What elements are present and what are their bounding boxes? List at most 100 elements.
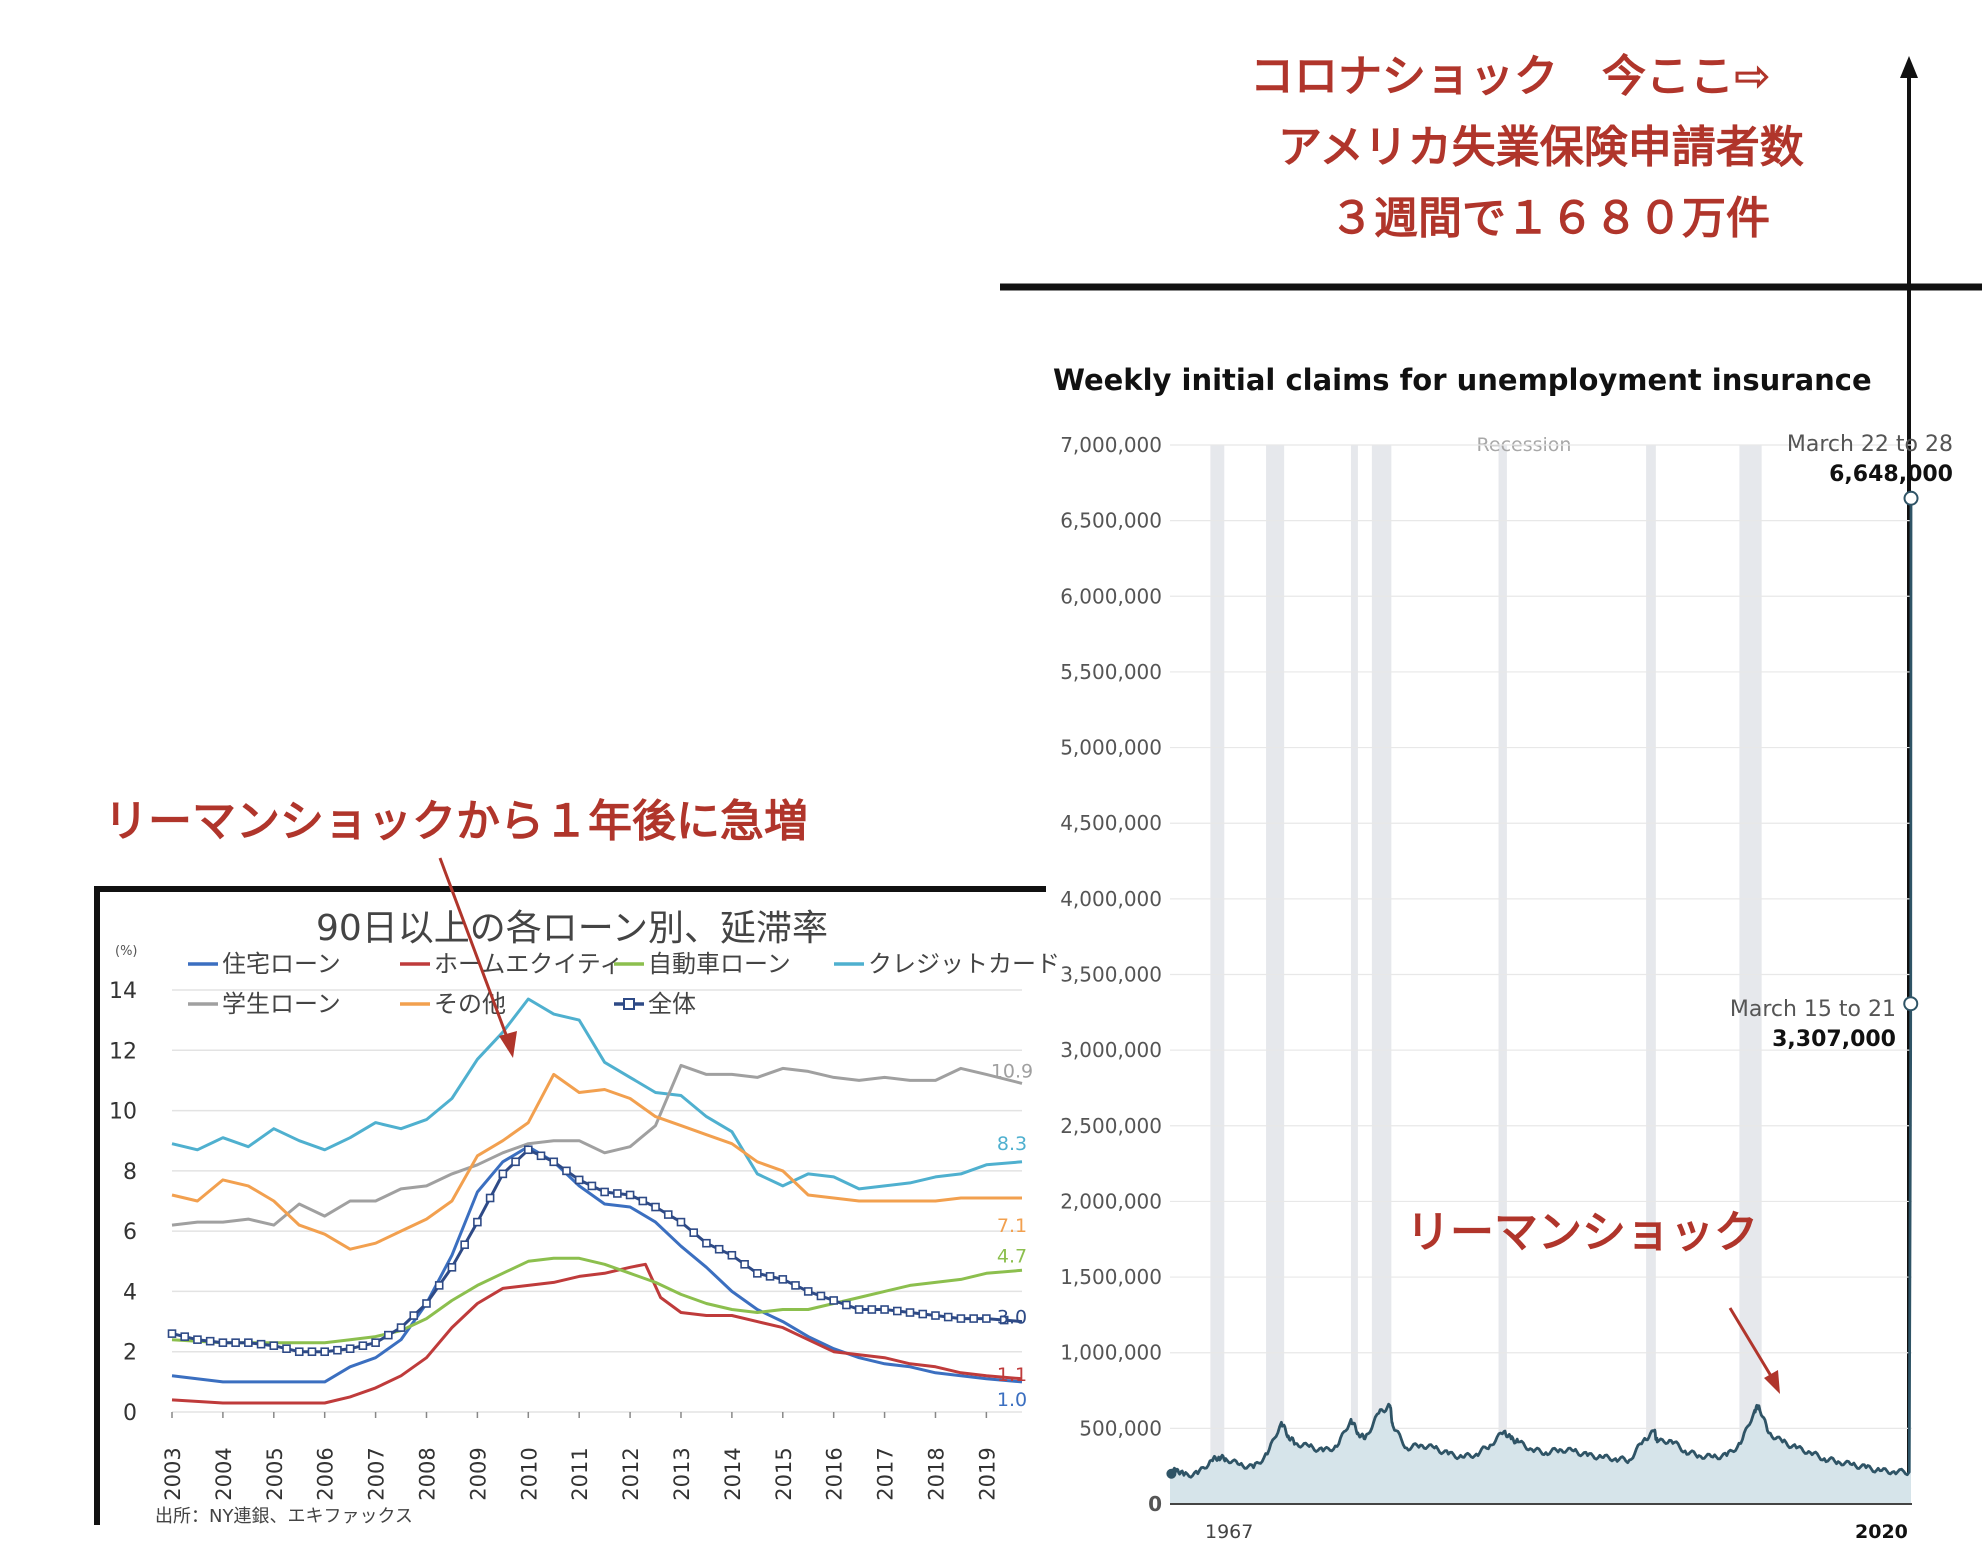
total-marker (549, 1157, 559, 1167)
total-marker (205, 1336, 215, 1346)
total-marker (765, 1272, 775, 1281)
callout-march-15-21-label: March 15 to 21 (1730, 997, 1896, 1022)
total-marker (345, 1344, 355, 1353)
total-marker (460, 1240, 469, 1250)
claims-y-tick: 5,000,000 (1060, 736, 1162, 760)
corona-annotation-line1: コロナショック 今ここ⇨ (1250, 51, 1771, 102)
delinquency-y-tick: 10 (109, 1100, 137, 1125)
total-marker (676, 1217, 686, 1227)
total-marker (982, 1314, 991, 1323)
claims-callouts: March 22 to 28 6,648,000 March 15 to 21 … (1730, 432, 1953, 1052)
series-line-0 (171, 1145, 1023, 1384)
end-label-3: 8.3 (997, 1133, 1027, 1155)
total-marker (269, 1341, 279, 1350)
total-marker (651, 1202, 660, 1212)
corona-annotation-line3: ３週間で１６８０万件 (1330, 193, 1770, 244)
delinquency-x-tick: 2008 (415, 1447, 439, 1500)
total-marker (740, 1260, 749, 1269)
legend-label-4: 学生ローン (222, 990, 341, 1018)
total-marker (536, 1151, 546, 1161)
claims-line (1168, 498, 1913, 1479)
total-marker (180, 1332, 190, 1341)
delinquency-source: 出所：NY連銀、エキファックス (155, 1506, 413, 1527)
total-marker (791, 1281, 800, 1290)
total-marker (600, 1187, 609, 1197)
total-marker (320, 1347, 329, 1357)
total-marker (587, 1181, 597, 1191)
delinquency-y-tick: 2 (123, 1341, 137, 1366)
claims-x-tick-1967: 1967 (1205, 1521, 1253, 1543)
total-marker (167, 1329, 177, 1338)
total-marker (625, 1190, 635, 1200)
lehman-delinquency-arrow (438, 857, 517, 1058)
end-label-5: 7.1 (997, 1215, 1027, 1237)
series-line-1 (171, 1262, 1023, 1405)
claims-y-tick: 2,500,000 (1060, 1114, 1162, 1138)
total-marker (294, 1347, 304, 1357)
delinquency-x-tick: 2012 (619, 1447, 643, 1500)
delinquency-y-tick: 4 (123, 1280, 137, 1305)
total-marker (485, 1193, 495, 1203)
end-label-4: 10.9 (991, 1060, 1033, 1082)
total-marker (943, 1312, 953, 1322)
claims-y-tick: 3,000,000 (1060, 1038, 1162, 1062)
delinquency-x-tick: 2004 (212, 1447, 236, 1500)
delinquency-x-tick: 2006 (314, 1447, 338, 1500)
total-marker (702, 1238, 711, 1248)
callout-march-15-21-value: 3,307,000 (1772, 1027, 1896, 1052)
total-marker (689, 1228, 699, 1237)
claims-title: Weekly initial claims for unemployment i… (1053, 363, 1872, 397)
end-label-0: 1.0 (997, 1389, 1027, 1411)
total-marker (714, 1244, 724, 1254)
delinquency-y-tick: 0 (123, 1401, 137, 1426)
legend-marker (623, 998, 635, 1010)
lehman-delinquency-annotation: リーマンショックから１年後に急増 (104, 796, 808, 847)
delinquency-y-axis: 0 2 4 6 8 10 12 14 (109, 979, 137, 1426)
total-marker (473, 1217, 482, 1227)
total-marker (999, 1315, 1009, 1325)
total-marker (307, 1347, 317, 1357)
total-marker (613, 1189, 622, 1198)
end-label-6: 3.0 (997, 1307, 1027, 1329)
total-marker (498, 1169, 508, 1179)
claims-y-tick: 2,000,000 (1060, 1189, 1162, 1213)
claims-y-tick: 4,500,000 (1060, 811, 1162, 835)
delinquency-x-tick: 2015 (772, 1447, 796, 1500)
total-marker (218, 1338, 228, 1347)
total-marker (333, 1345, 342, 1355)
total-marker (244, 1338, 253, 1347)
total-marker (854, 1305, 864, 1314)
series-line-4 (171, 1063, 1023, 1227)
claims-y-axis: 0 500,000 1,000,000 1,500,000 2,000,000 2,500… (1060, 433, 1162, 1516)
claims-y-tick: 7,000,000 (1060, 433, 1162, 457)
total-marker (778, 1275, 788, 1284)
delinquency-x-tick: 2003 (161, 1447, 185, 1500)
total-marker (422, 1299, 431, 1308)
delinquency-x-tick: 2005 (263, 1447, 287, 1500)
claims-chart: Weekly initial claims for unemployment i… (1053, 363, 1953, 1543)
delinquency-y-tick: 12 (109, 1039, 137, 1064)
total-marker (371, 1338, 380, 1347)
delinquency-x-tick: 2007 (365, 1447, 389, 1500)
callout-marker-0 (1903, 996, 1919, 1012)
legend-label-6: 全体 (648, 990, 696, 1018)
delinquency-x-tick: 2016 (823, 1447, 847, 1500)
callout-marker-1 (1903, 490, 1919, 506)
delinquency-y-tick: 14 (109, 979, 137, 1004)
total-marker (918, 1309, 928, 1319)
delinquency-x-tick: 2017 (874, 1447, 898, 1500)
total-marker (384, 1330, 393, 1340)
total-marker (880, 1305, 889, 1314)
delinquency-y-unit: (%) (115, 944, 138, 959)
total-marker (803, 1287, 813, 1296)
callout-march-22-28-label: March 22 to 28 (1787, 432, 1953, 457)
delinquency-x-tick: 2013 (670, 1447, 694, 1500)
total-marker (727, 1250, 737, 1260)
total-marker (358, 1341, 368, 1350)
total-marker (256, 1339, 266, 1349)
delinquency-x-tick: 2019 (975, 1447, 999, 1500)
total-marker (829, 1296, 838, 1305)
total-marker (523, 1145, 533, 1155)
claims-y-tick: 6,000,000 (1060, 584, 1162, 608)
